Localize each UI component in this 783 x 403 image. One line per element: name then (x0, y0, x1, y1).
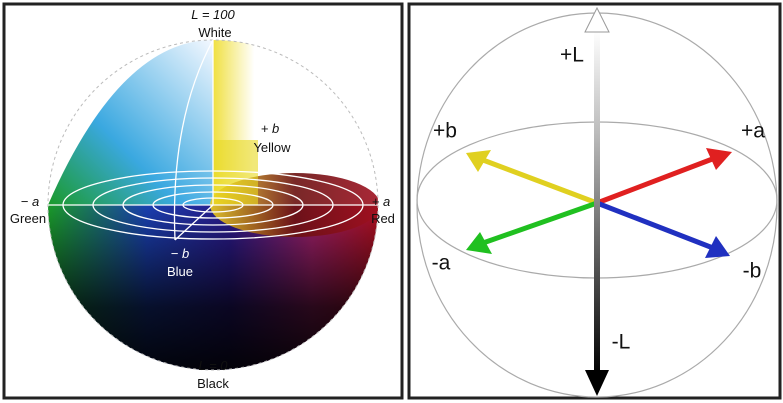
label: + b (261, 121, 279, 136)
label: Red (371, 211, 395, 226)
label: -L (612, 331, 631, 354)
label: L = 100 (191, 7, 235, 22)
label: L = 0 (198, 358, 228, 373)
label: Green (10, 211, 46, 226)
label: +a (741, 120, 765, 143)
label: − b (171, 246, 189, 261)
label: White (198, 25, 231, 40)
label: -b (743, 260, 762, 283)
label: Blue (167, 264, 193, 279)
label: Black (197, 376, 229, 391)
label: -a (432, 252, 451, 275)
rings (48, 39, 378, 241)
axes (466, 6, 732, 396)
label: +L (560, 44, 584, 67)
label: − a (21, 194, 39, 209)
label: + a (372, 194, 390, 209)
label: Yellow (253, 140, 291, 155)
label: +b (433, 120, 457, 143)
